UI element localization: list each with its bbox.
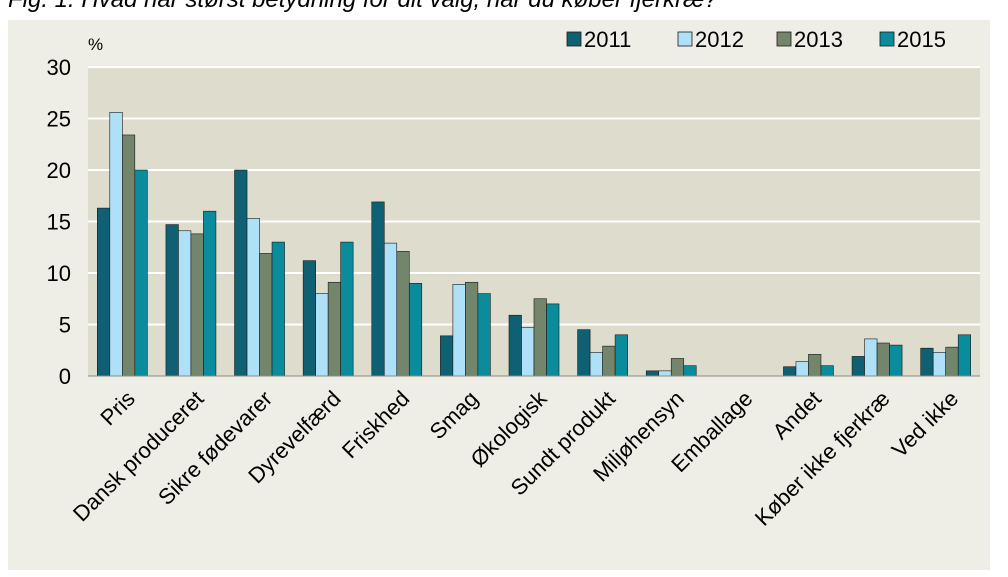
bar bbox=[577, 329, 591, 377]
bar bbox=[521, 327, 535, 377]
bar bbox=[589, 352, 603, 377]
bar bbox=[889, 344, 903, 377]
bar bbox=[546, 303, 560, 377]
bar bbox=[271, 241, 285, 377]
bar bbox=[851, 356, 865, 377]
bar bbox=[234, 169, 248, 377]
y-tick-label: 10 bbox=[47, 261, 71, 286]
y-tick-label: 20 bbox=[47, 158, 71, 183]
x-category-label: Pris bbox=[95, 386, 139, 430]
legend-label: 2011 bbox=[584, 27, 631, 52]
figure-title: Fig. 1. Hvad har størst betydning for di… bbox=[8, 0, 718, 14]
legend-swatch bbox=[566, 31, 582, 47]
bar bbox=[670, 358, 685, 377]
bar bbox=[876, 342, 890, 377]
bar bbox=[795, 361, 809, 377]
bar bbox=[97, 207, 111, 377]
bar bbox=[340, 241, 354, 377]
bar bbox=[315, 293, 329, 377]
legend-swatch bbox=[776, 31, 792, 47]
bar bbox=[109, 112, 123, 377]
bar bbox=[371, 201, 385, 377]
y-tick-label: 0 bbox=[59, 364, 71, 389]
bar bbox=[614, 334, 628, 377]
bar bbox=[302, 260, 316, 377]
bar bbox=[165, 224, 179, 377]
bar bbox=[645, 370, 660, 377]
legend-label: 2013 bbox=[794, 27, 843, 52]
bar bbox=[783, 366, 797, 377]
bar bbox=[932, 352, 946, 377]
bar bbox=[452, 284, 466, 377]
bar bbox=[383, 242, 398, 377]
y-tick-label: 30 bbox=[47, 55, 71, 80]
legend-label: 2015 bbox=[897, 27, 946, 52]
bar bbox=[820, 365, 834, 377]
legend-label: 2012 bbox=[695, 27, 744, 52]
y-tick-label: 25 bbox=[47, 107, 71, 132]
bar bbox=[920, 347, 934, 377]
bar bbox=[408, 282, 423, 377]
bar bbox=[957, 334, 971, 377]
bar bbox=[864, 338, 878, 377]
bar bbox=[327, 281, 341, 377]
y-axis-unit-label: % bbox=[88, 35, 103, 54]
bar bbox=[190, 233, 204, 377]
bar bbox=[246, 218, 260, 377]
bar bbox=[477, 293, 491, 377]
bar bbox=[178, 230, 192, 377]
bar bbox=[122, 134, 136, 377]
y-tick-label: 15 bbox=[47, 210, 71, 235]
legend-swatch bbox=[677, 31, 693, 47]
bar bbox=[465, 281, 479, 377]
x-category-label: Dansk produceret bbox=[68, 386, 208, 526]
x-category-label: Smag bbox=[425, 386, 483, 444]
bar bbox=[396, 251, 410, 377]
x-category-label: Andet bbox=[768, 386, 826, 444]
x-category-label: Ved ikke bbox=[887, 386, 963, 462]
bar bbox=[259, 253, 273, 377]
bar bbox=[658, 370, 672, 377]
bar bbox=[134, 169, 148, 377]
bar bbox=[508, 314, 522, 377]
bar bbox=[945, 346, 959, 377]
bar bbox=[808, 354, 822, 377]
bar bbox=[602, 345, 616, 377]
x-category-label: Køber ikke fjerkræ bbox=[750, 386, 895, 531]
y-tick-label: 5 bbox=[59, 313, 71, 338]
bar bbox=[440, 335, 454, 377]
bar bbox=[203, 210, 217, 377]
bar bbox=[533, 298, 547, 377]
bar bbox=[683, 365, 697, 377]
legend-swatch bbox=[879, 31, 895, 47]
x-category-label: Friskhed bbox=[337, 386, 414, 463]
